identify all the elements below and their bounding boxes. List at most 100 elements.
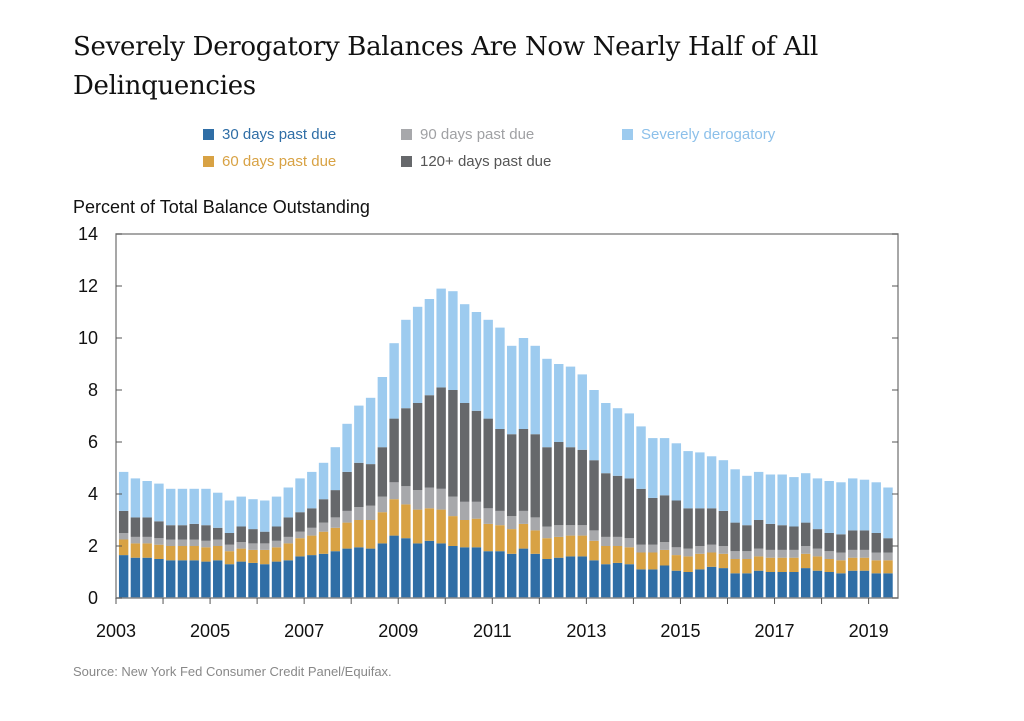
- bar-segment-120-days-past-due: [412, 403, 423, 491]
- bar-segment-120-days-past-due: [177, 525, 188, 540]
- bar-segment-30-days-past-due: [224, 564, 235, 598]
- bar-segment-120-days-past-due: [742, 525, 752, 552]
- bar-segment-30-days-past-due: [859, 570, 870, 598]
- bar-segment-30-days-past-due: [554, 557, 564, 598]
- bar-segment-120-days-past-due: [342, 471, 352, 511]
- bar-segment-severely-derogatory: [424, 299, 435, 396]
- bar-segment-90-days-past-due: [789, 549, 799, 558]
- bar-segment-30-days-past-due: [459, 547, 470, 598]
- bar-segment-30-days-past-due: [495, 551, 505, 598]
- bar-segment-severely-derogatory: [201, 488, 211, 526]
- bar-segment-90-days-past-due: [800, 546, 811, 554]
- bar-segment-90-days-past-due: [389, 482, 399, 500]
- bar-segment-120-days-past-due: [495, 429, 505, 511]
- bar-segment-severely-derogatory: [753, 471, 764, 520]
- bar-segment-120-days-past-due: [659, 495, 670, 543]
- bar-segment-90-days-past-due: [154, 538, 164, 545]
- bar-segment-120-days-past-due: [624, 478, 634, 539]
- bar-segment-90-days-past-due: [883, 552, 893, 561]
- bar-segment-60-days-past-due: [389, 499, 399, 536]
- bar-segment-60-days-past-due: [495, 525, 505, 552]
- bar-segment-60-days-past-due: [648, 552, 658, 570]
- bar-segment-30-days-past-due: [295, 556, 305, 598]
- bar-segment-60-days-past-due: [859, 557, 870, 571]
- bar-segment-90-days-past-due: [836, 552, 846, 561]
- bar-segment-120-days-past-due: [577, 449, 587, 526]
- bar-segment-120-days-past-due: [671, 500, 682, 548]
- bar-segment-120-days-past-due: [789, 526, 799, 550]
- bar-segment-60-days-past-due: [260, 549, 270, 565]
- x-tick-label: 2011: [473, 621, 512, 641]
- bar-segment-60-days-past-due: [706, 552, 717, 567]
- bar-segment-30-days-past-due: [412, 543, 423, 598]
- bar-segment-90-days-past-due: [624, 538, 634, 548]
- bar-segment-severely-derogatory: [213, 492, 223, 528]
- bar-segment-severely-derogatory: [565, 366, 576, 448]
- bar-segment-30-days-past-due: [565, 556, 576, 598]
- bar-segment-60-days-past-due: [777, 557, 787, 572]
- bar-segment-120-days-past-due: [471, 410, 482, 502]
- bar-segment-60-days-past-due: [271, 547, 282, 562]
- legend-label: 60 days past due: [222, 153, 337, 170]
- bar-segment-120-days-past-due: [118, 510, 129, 533]
- bar-segment-severely-derogatory: [248, 499, 258, 530]
- bar-segment-120-days-past-due: [636, 488, 646, 545]
- bar-segment-severely-derogatory: [412, 306, 423, 403]
- bar-segment-90-days-past-due: [330, 517, 341, 528]
- bar-segment-30-days-past-due: [530, 553, 540, 598]
- bar-segment-90-days-past-due: [577, 525, 587, 536]
- bar-segment-30-days-past-due: [589, 560, 599, 598]
- bar-segment-severely-derogatory: [236, 496, 246, 527]
- bar-segment-120-days-past-due: [824, 533, 834, 552]
- bar-segment-30-days-past-due: [154, 559, 164, 598]
- bar-segment-30-days-past-due: [248, 562, 258, 598]
- bar-segment-severely-derogatory: [260, 500, 270, 532]
- bar-segment-60-days-past-due: [577, 535, 587, 557]
- bar-segment-30-days-past-due: [330, 551, 341, 598]
- bar-segment-severely-derogatory: [659, 438, 670, 496]
- bar-segment-90-days-past-due: [424, 487, 435, 509]
- bar-segment-severely-derogatory: [365, 397, 376, 465]
- y-tick-label: 2: [88, 536, 98, 556]
- bar-segment-90-days-past-due: [601, 536, 611, 546]
- bar-segment-90-days-past-due: [401, 486, 411, 505]
- bar-segment-60-days-past-due: [789, 557, 799, 572]
- bar-segment-90-days-past-due: [236, 542, 246, 549]
- bar-segment-90-days-past-due: [248, 543, 258, 550]
- bar-segment-60-days-past-due: [659, 549, 670, 566]
- bar-segment-30-days-past-due: [424, 540, 435, 598]
- bar-segment-120-days-past-due: [648, 497, 658, 545]
- bar-segment-30-days-past-due: [671, 570, 682, 598]
- bar-segment-30-days-past-due: [236, 561, 246, 598]
- bar-segment-60-days-past-due: [142, 543, 152, 558]
- bar-segment-60-days-past-due: [554, 536, 564, 558]
- bar-segment-60-days-past-due: [871, 560, 881, 574]
- bar-segment-120-days-past-due: [260, 531, 270, 544]
- chart-title: Severely Derogatory Balances Are Now Nea…: [73, 32, 818, 101]
- y-tick-label: 6: [88, 432, 98, 452]
- bar-segment-120-days-past-due: [354, 462, 364, 507]
- bar-segment-severely-derogatory: [130, 478, 141, 518]
- bar-segment-60-days-past-due: [154, 544, 164, 559]
- bar-segment-120-days-past-due: [401, 408, 411, 487]
- bar-segment-90-days-past-due: [283, 536, 293, 544]
- bar-segment-severely-derogatory: [495, 327, 505, 429]
- bar-segment-120-days-past-due: [812, 529, 823, 549]
- bar-segment-90-days-past-due: [412, 490, 423, 510]
- bar-segment-30-days-past-due: [812, 570, 823, 598]
- bar-segment-30-days-past-due: [189, 560, 199, 598]
- bar-segment-90-days-past-due: [554, 525, 564, 537]
- bar-segment-severely-derogatory: [765, 474, 776, 524]
- bar-segment-120-days-past-due: [800, 522, 811, 546]
- bar-segment-severely-derogatory: [777, 474, 787, 526]
- bar-segment-120-days-past-due: [730, 522, 740, 552]
- bar-segment-120-days-past-due: [283, 517, 293, 537]
- bar-segment-30-days-past-due: [636, 569, 646, 598]
- bar-segment-90-days-past-due: [859, 549, 870, 558]
- bar-segment-30-days-past-due: [518, 548, 529, 598]
- bar-segment-30-days-past-due: [165, 560, 176, 598]
- bar-segment-30-days-past-due: [283, 560, 293, 598]
- bar-segment-90-days-past-due: [518, 510, 529, 524]
- bar-segment-90-days-past-due: [671, 547, 682, 556]
